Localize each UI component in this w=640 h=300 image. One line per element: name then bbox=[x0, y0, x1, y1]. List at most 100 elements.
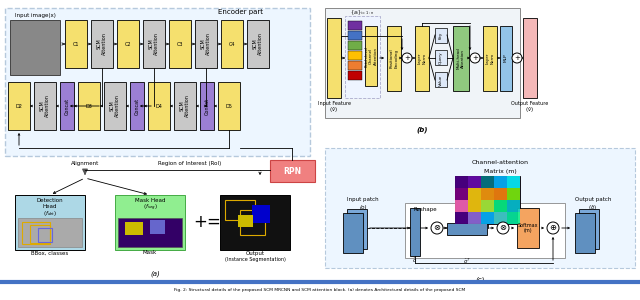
Text: Fig. 2: Structural details of the proposed SCM MRCNN and SCM attention block. (a: Fig. 2: Structural details of the propos… bbox=[174, 288, 466, 292]
Text: D2: D2 bbox=[15, 103, 22, 109]
Bar bbox=[38, 228, 52, 242]
Bar bbox=[348, 21, 362, 30]
Text: $(\hat{o})$: $(\hat{o})$ bbox=[588, 203, 598, 213]
Text: =: = bbox=[206, 213, 220, 231]
Text: Mask: Mask bbox=[143, 250, 157, 256]
Bar bbox=[225, 200, 255, 220]
Text: C4: C4 bbox=[228, 41, 236, 46]
Bar bbox=[174, 82, 196, 130]
Bar bbox=[348, 71, 362, 80]
Text: Output: Output bbox=[246, 250, 264, 256]
Text: Patch-level
Channel
Attention: Patch-level Channel Attention bbox=[364, 45, 378, 67]
Text: $(\hat{v})$: $(\hat{v})$ bbox=[330, 105, 339, 115]
Bar bbox=[91, 20, 113, 68]
Bar bbox=[169, 20, 191, 68]
Bar bbox=[507, 176, 520, 188]
Text: Input patch: Input patch bbox=[347, 197, 379, 202]
Bar bbox=[348, 31, 362, 40]
Bar bbox=[325, 148, 635, 268]
Text: Concat: Concat bbox=[134, 98, 140, 115]
Text: Softmax
(m): Softmax (m) bbox=[518, 223, 538, 233]
Circle shape bbox=[470, 53, 480, 63]
Bar bbox=[347, 209, 367, 249]
Text: Head: Head bbox=[43, 203, 57, 208]
Bar bbox=[415, 26, 429, 91]
Bar bbox=[343, 213, 363, 253]
Bar bbox=[327, 18, 341, 98]
Text: $\bar{o}$: $\bar{o}$ bbox=[412, 257, 417, 265]
Text: C1: C1 bbox=[73, 41, 79, 46]
Bar bbox=[455, 212, 468, 224]
Text: D5: D5 bbox=[225, 103, 232, 109]
Bar bbox=[115, 195, 185, 250]
Text: ⊗: ⊗ bbox=[499, 224, 506, 232]
Bar bbox=[5, 8, 310, 156]
Circle shape bbox=[547, 222, 559, 234]
Bar bbox=[247, 20, 269, 68]
Bar bbox=[405, 203, 565, 258]
Bar bbox=[455, 176, 468, 188]
Text: Channel-attention: Channel-attention bbox=[472, 160, 529, 166]
Text: Matrix (m): Matrix (m) bbox=[484, 169, 516, 173]
Bar bbox=[494, 212, 507, 224]
Bar bbox=[481, 212, 494, 224]
Bar bbox=[221, 20, 243, 68]
Bar bbox=[148, 82, 170, 130]
Bar bbox=[435, 72, 447, 87]
Bar bbox=[10, 20, 60, 75]
Text: (o): (o) bbox=[359, 206, 367, 211]
Text: Output Feature: Output Feature bbox=[511, 100, 548, 106]
Text: Detection: Detection bbox=[36, 197, 63, 202]
Text: D4: D4 bbox=[156, 103, 163, 109]
Bar bbox=[118, 218, 182, 247]
Bar bbox=[494, 200, 507, 212]
Bar bbox=[30, 225, 50, 243]
Text: Input image(x): Input image(x) bbox=[15, 13, 56, 17]
Bar bbox=[455, 188, 468, 200]
Text: Concat: Concat bbox=[65, 98, 70, 115]
Bar bbox=[447, 223, 487, 235]
Text: SCM
Attention: SCM Attention bbox=[109, 94, 120, 117]
Circle shape bbox=[497, 222, 509, 234]
Text: $(\hat{v})$: $(\hat{v})$ bbox=[525, 105, 534, 115]
Bar bbox=[494, 188, 507, 200]
Text: ⊕: ⊕ bbox=[550, 224, 557, 232]
Text: Multi-head
Attention: Multi-head Attention bbox=[457, 47, 465, 69]
Bar bbox=[455, 176, 520, 224]
Text: Alignment: Alignment bbox=[71, 160, 99, 166]
Bar bbox=[218, 82, 240, 130]
Bar bbox=[270, 160, 315, 182]
Text: Input Feature: Input Feature bbox=[317, 100, 351, 106]
Bar bbox=[435, 28, 447, 43]
Text: SCM
Attention: SCM Attention bbox=[180, 94, 191, 117]
Bar bbox=[125, 222, 143, 235]
Bar bbox=[220, 195, 290, 250]
Text: ⊗: ⊗ bbox=[433, 224, 440, 232]
Bar bbox=[481, 176, 494, 188]
Bar bbox=[387, 26, 401, 91]
Bar bbox=[195, 20, 217, 68]
Text: D3: D3 bbox=[86, 103, 92, 109]
Text: $\bar{o}^T$: $\bar{o}^T$ bbox=[463, 256, 471, 266]
Bar bbox=[500, 26, 512, 91]
Text: SCM
Attention: SCM Attention bbox=[97, 33, 108, 56]
Bar bbox=[252, 205, 270, 223]
Bar bbox=[65, 20, 87, 68]
Text: Layer
Norm: Layer Norm bbox=[486, 52, 494, 64]
Bar bbox=[143, 20, 165, 68]
Text: Concat: Concat bbox=[205, 98, 209, 115]
Text: (b): (b) bbox=[417, 127, 428, 133]
Bar bbox=[348, 41, 362, 50]
Text: +: + bbox=[193, 213, 207, 231]
Bar bbox=[579, 209, 599, 249]
Bar bbox=[240, 210, 265, 235]
Text: Encoder part: Encoder part bbox=[218, 9, 262, 15]
Bar bbox=[345, 16, 380, 98]
Bar bbox=[8, 82, 30, 130]
Bar bbox=[200, 82, 214, 130]
Text: SCM
Attention: SCM Attention bbox=[253, 33, 264, 56]
Text: +: + bbox=[472, 55, 478, 61]
Bar bbox=[104, 82, 126, 130]
Circle shape bbox=[402, 53, 412, 63]
Text: Region of Interest (RoI): Region of Interest (RoI) bbox=[158, 160, 221, 166]
